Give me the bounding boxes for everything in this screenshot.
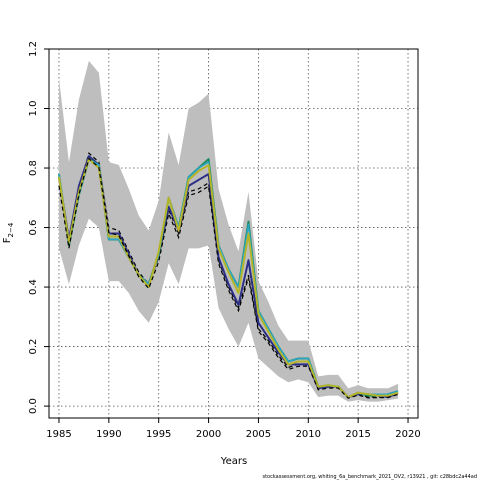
y-tick-label: 1.0: [28, 101, 39, 117]
y-tick-label: 0.0: [28, 398, 39, 414]
x-tick-label: 2010: [296, 429, 321, 440]
series-line-black-lower-dashed: [58, 157, 399, 399]
y-tick-label: 0.4: [28, 279, 39, 295]
y-axis: 0.0 0.2 0.4 0.6 0.8 1.0 1.2: [28, 41, 49, 414]
y-tick-label: 0.6: [28, 220, 39, 236]
series-line-5: [57, 158, 399, 399]
confidence-band: [58, 60, 399, 402]
y-tick-label: 1.2: [28, 41, 39, 57]
x-tick-label: 2000: [196, 429, 221, 440]
confidence-band-area: [58, 60, 399, 402]
x-tick-label: 2015: [345, 429, 370, 440]
x-tick-label: 1990: [96, 429, 121, 440]
y-tick-label: 0.8: [28, 160, 39, 176]
credit-line: stockassessment.org, whiting_6a_benchmar…: [262, 474, 477, 480]
y-axis-title-subscript: 2−4: [7, 222, 15, 237]
x-axis: 1985 1990 1995 2000 2005 2010 2015 2020: [46, 417, 421, 440]
x-tick-label: 1995: [146, 429, 171, 440]
x-axis-title: Years: [220, 456, 247, 467]
y-axis-title-main: F: [2, 237, 13, 243]
y-tick-label: 0.2: [28, 339, 39, 355]
series-lines: [57, 152, 399, 399]
x-tick-label: 2020: [395, 429, 420, 440]
x-tick-label: 1985: [46, 429, 71, 440]
x-tick-label: 2005: [246, 429, 271, 440]
y-axis-title: F2−4: [2, 222, 15, 243]
